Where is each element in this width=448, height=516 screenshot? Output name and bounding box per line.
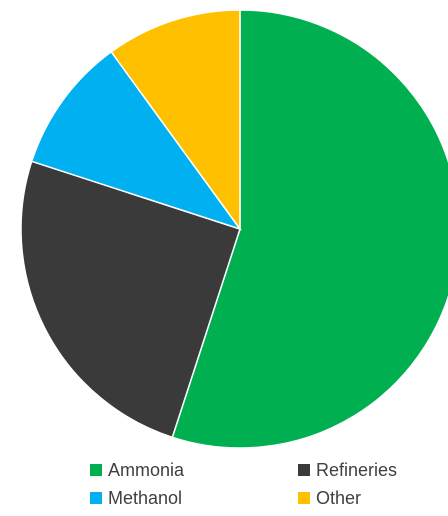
pie-slices	[20, 9, 448, 449]
legend-item-refineries: Refineries	[298, 459, 397, 481]
pie-slice-methanol	[30, 50, 242, 231]
pie-slice-other	[110, 9, 241, 232]
legend-item-other: Other	[298, 487, 361, 509]
legend-swatch-refineries	[298, 464, 310, 476]
legend-label-other: Other	[316, 488, 362, 508]
legend-swatch-methanol	[90, 492, 102, 504]
legend-label-ammonia: Ammonia	[108, 460, 185, 480]
legend-label-methanol: Methanol	[108, 488, 183, 508]
legend-swatch-ammonia	[90, 464, 102, 476]
pie-slice-ammonia	[171, 9, 448, 449]
legend-item-methanol: Methanol	[90, 487, 182, 509]
legend-item-ammonia: Ammonia	[90, 459, 184, 481]
legend-swatch-other	[298, 492, 310, 504]
pie-slice-refineries	[20, 160, 241, 439]
pie-chart	[20, 9, 448, 449]
chart-legend: Ammonia Refineries Methanol Other	[0, 455, 448, 515]
legend-label-refineries: Refineries	[316, 460, 398, 480]
